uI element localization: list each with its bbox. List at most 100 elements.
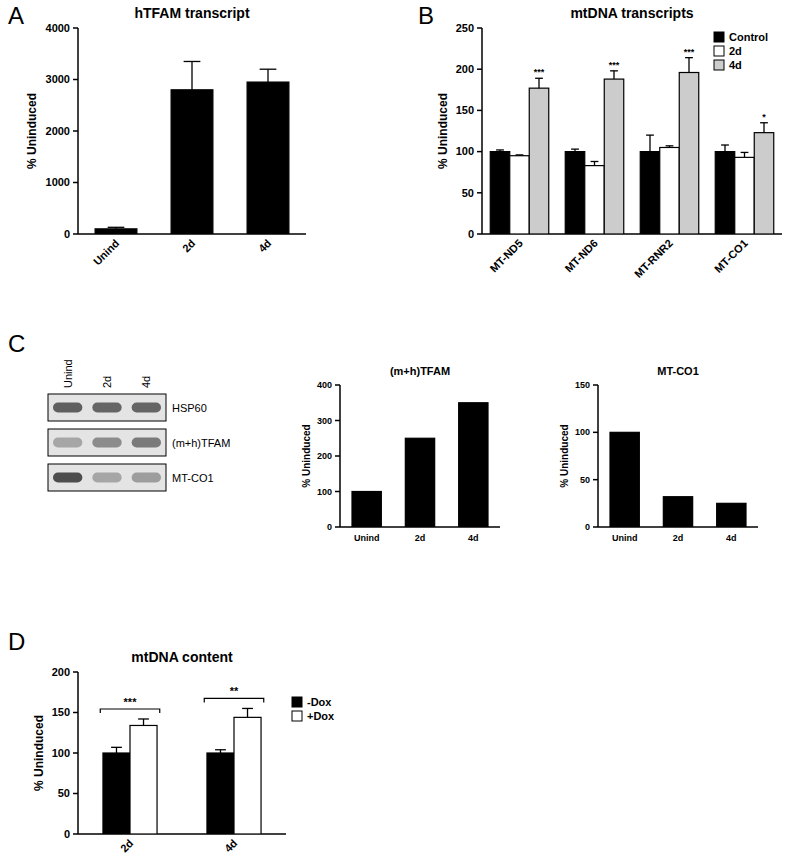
western-blot: Unind2d4dHSP60(m+h)TFAMMT-CO1 bbox=[48, 359, 230, 491]
bar bbox=[735, 157, 755, 234]
bar bbox=[130, 725, 157, 834]
y-tick-label: 2000 bbox=[46, 125, 70, 137]
blot-band bbox=[53, 403, 82, 413]
legend-swatch bbox=[714, 60, 724, 70]
y-tick-label: 150 bbox=[456, 104, 474, 116]
legend-label: 2d bbox=[729, 45, 742, 57]
y-tick-label: 0 bbox=[64, 828, 70, 840]
significance: ** bbox=[230, 685, 239, 697]
y-tick-label: 0 bbox=[327, 522, 332, 532]
legend-swatch bbox=[714, 32, 724, 42]
error-bar bbox=[138, 719, 149, 725]
x-tick-label: 2d bbox=[673, 533, 684, 543]
figure: ABCDUnind2d4dHSP60(m+h)TFAMMT-CO1hTFAM t… bbox=[0, 0, 800, 862]
y-axis bbox=[77, 28, 79, 234]
bar bbox=[352, 492, 381, 528]
chart-title: mtDNA transcripts bbox=[570, 5, 693, 21]
blot-band bbox=[92, 473, 121, 483]
legend-swatch bbox=[714, 46, 724, 56]
significance: *** bbox=[609, 60, 620, 70]
plot-area bbox=[95, 61, 289, 234]
x-tick-label: MT-RNR2 bbox=[632, 237, 675, 280]
plot-area bbox=[103, 708, 261, 834]
error-bar bbox=[242, 708, 253, 717]
error-bar bbox=[685, 58, 693, 73]
y-tick-label: 150 bbox=[575, 380, 590, 390]
chart: MT-CO1050100150% UninducedUnind2d4d bbox=[559, 365, 758, 543]
blot-band bbox=[132, 403, 161, 413]
y-tick-label: 150 bbox=[52, 706, 70, 718]
legend-label: -Dox bbox=[307, 696, 332, 708]
legend-swatch bbox=[292, 697, 302, 707]
plot-area bbox=[610, 432, 746, 527]
panel-label: D bbox=[8, 628, 25, 655]
y-tick-label: 1000 bbox=[46, 176, 70, 188]
chart: mtDNA transcripts050100150200250% Unindu… bbox=[436, 5, 782, 280]
lane-label: 4d bbox=[140, 376, 152, 388]
x-tick-label: 2d bbox=[118, 837, 136, 855]
bar bbox=[207, 753, 234, 834]
row-label: MT-CO1 bbox=[172, 472, 214, 484]
bar bbox=[610, 432, 639, 527]
y-tick-label: 400 bbox=[317, 380, 332, 390]
bar bbox=[247, 82, 289, 234]
y-axis bbox=[77, 672, 79, 834]
significance: * bbox=[762, 112, 766, 122]
blot-band bbox=[53, 473, 82, 483]
blot-band bbox=[92, 438, 121, 448]
bar bbox=[171, 90, 213, 234]
legend-label: Control bbox=[729, 31, 768, 43]
error-bar bbox=[610, 71, 618, 79]
chart-title: hTFAM transcript bbox=[134, 5, 249, 21]
significance-bracket bbox=[204, 698, 263, 702]
chart: (m+h)TFAM0100200300400% UninducedUnind2d… bbox=[301, 365, 500, 543]
bar bbox=[663, 497, 692, 527]
y-tick-label: 3000 bbox=[46, 73, 70, 85]
legend-swatch bbox=[292, 711, 302, 721]
plot-area bbox=[352, 403, 488, 527]
y-axis bbox=[481, 28, 483, 234]
bar bbox=[234, 717, 261, 834]
bar bbox=[103, 753, 130, 834]
bar bbox=[754, 133, 774, 234]
blot-band bbox=[132, 438, 161, 448]
error-bar bbox=[108, 227, 125, 229]
bar bbox=[585, 166, 605, 234]
x-tick-label: Unind bbox=[91, 237, 122, 268]
y-axis-label: % Uninduced bbox=[25, 93, 39, 169]
error-bar bbox=[721, 145, 729, 152]
y-tick-label: 0 bbox=[585, 522, 590, 532]
y-axis bbox=[597, 385, 599, 527]
significance-bracket bbox=[100, 709, 159, 713]
y-tick-label: 0 bbox=[64, 228, 70, 240]
x-tick-label: MT-CO1 bbox=[712, 237, 750, 275]
error-bar bbox=[760, 123, 768, 133]
y-tick-label: 200 bbox=[52, 666, 70, 678]
chart-title: MT-CO1 bbox=[657, 365, 699, 377]
x-tick-label: 4d bbox=[222, 837, 240, 855]
error-bar bbox=[666, 146, 674, 148]
x-tick-label: MT-ND6 bbox=[562, 237, 599, 274]
y-axis bbox=[339, 385, 341, 527]
bar bbox=[459, 403, 488, 527]
bar bbox=[565, 152, 585, 234]
error-bar bbox=[260, 69, 277, 82]
legend: Control 2d 4d bbox=[714, 31, 768, 71]
significance: *** bbox=[534, 67, 545, 77]
blot-band bbox=[132, 473, 161, 483]
blot-row bbox=[48, 394, 166, 421]
y-axis-label: % Uninduced bbox=[301, 424, 312, 487]
error-bar bbox=[516, 154, 524, 156]
row-label: (m+h)TFAM bbox=[172, 437, 230, 449]
bar bbox=[95, 229, 137, 234]
error-bar bbox=[741, 152, 749, 157]
y-tick-label: 0 bbox=[468, 228, 474, 240]
chart: mtDNA content050100150200% Uninduced****… bbox=[32, 649, 335, 854]
error-bar bbox=[535, 78, 543, 88]
x-tick-label: 4d bbox=[468, 533, 479, 543]
bar bbox=[715, 152, 735, 234]
y-tick-label: 200 bbox=[456, 63, 474, 75]
legend-label: 4d bbox=[729, 59, 742, 71]
bar bbox=[679, 72, 699, 234]
chart: hTFAM transcript01000200030004000% Unind… bbox=[25, 5, 306, 267]
